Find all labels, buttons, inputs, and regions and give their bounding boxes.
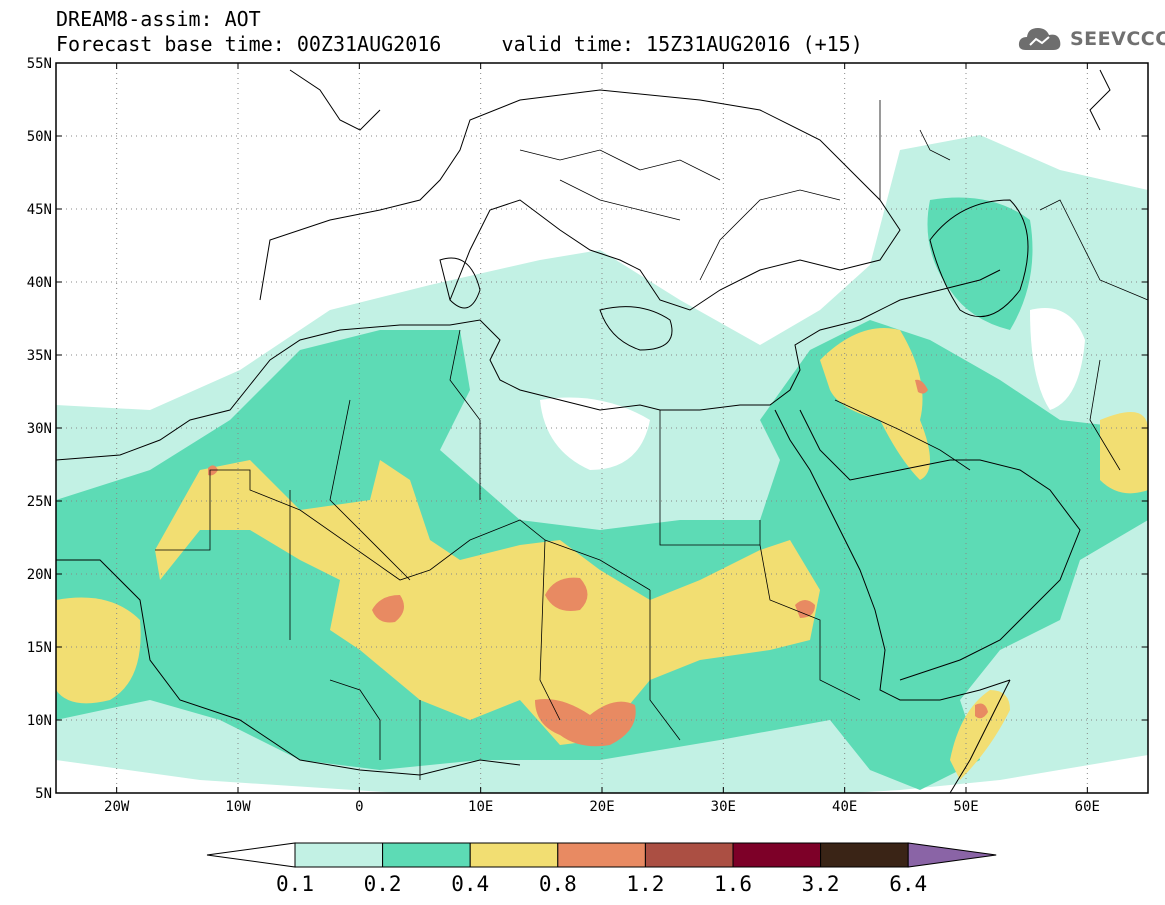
logo-text: SEEVCCC [1070,28,1165,50]
colorbar-label: 1.2 [626,872,664,896]
aot-band-0.8 [208,465,218,476]
colorbar-labels: 0.1 0.2 0.4 0.8 1.2 1.6 3.2 6.4 [276,872,927,896]
lat-label: 45N [27,202,52,218]
lat-label: 40N [27,275,52,291]
colorbar-overflow [907,842,997,868]
aot-band-0.2 [56,320,1148,790]
colorbar-label: 3.2 [802,872,840,896]
lon-label: 10W [225,799,251,815]
lat-label: 30N [27,421,52,437]
aot-band-0.8 [975,703,988,719]
colorbar-underflow [206,842,296,868]
aot-band-0.4 [820,328,930,480]
colorbar-segment [294,842,384,868]
aot-band-0.4 [950,690,1010,780]
colorbar-label: 0.1 [276,872,314,896]
colorbar-segment [732,842,822,868]
aot-band-0.8 [372,595,404,623]
colorbar [206,842,997,868]
colorbar-label: 0.2 [364,872,402,896]
time-info: Forecast base time: 00Z31AUG2016 valid t… [56,33,863,55]
colorbar-label: 1.6 [714,872,752,896]
lat-label: 10N [27,713,52,729]
map-title: DREAM8-assim: AOT [56,7,261,31]
colorbar-label: 0.8 [539,872,577,896]
lat-label: 55N [27,56,52,72]
lon-label: 20W [104,799,130,815]
valid-time: valid time: 15Z31AUG2016 (+15) [501,32,863,56]
lon-label: 30E [711,799,736,815]
colorbar-segment [820,842,909,868]
latitude-labels: 55N 50N 45N 40N 35N 30N 25N 20N 15N 10N 5N [27,56,52,802]
lon-label: 10E [468,799,493,815]
colorbar-segment [557,842,646,868]
aot-gap [540,397,650,470]
lon-label: 20E [589,799,614,815]
lat-label: 15N [27,640,52,656]
colorbar-label: 0.4 [451,872,489,896]
lat-label: 20N [27,567,52,583]
aot-band-0.8 [915,379,928,394]
lon-label: 50E [953,799,978,815]
lat-label: 50N [27,129,52,145]
lat-label: 5N [35,786,52,802]
aot-gap [1030,308,1085,410]
aot-band-0.8 [545,577,588,611]
lon-label: 0 [355,799,363,815]
lat-label: 25N [27,494,52,510]
colorbar-segment [644,842,734,868]
aot-band-0.2 [927,197,1033,330]
lat-label: 35N [27,348,52,364]
colorbar-label: 6.4 [889,872,927,896]
country-borders [155,100,1148,780]
coastlines [56,69,1111,793]
aot-field [56,135,1148,793]
cloud-icon [1018,28,1061,50]
forecast-base-time: Forecast base time: 00Z31AUG2016 [56,32,442,56]
longitude-labels: 20W 10W 0 10E 20E 30E 40E 50E 60E [104,799,1100,815]
lon-label: 60E [1075,799,1100,815]
colorbar-segment [469,842,559,868]
colorbar-segment [382,842,471,868]
aot-band-0.8 [795,600,815,618]
seevccc-logo: SEEVCCC [1016,24,1165,54]
lon-label: 40E [832,799,857,815]
aot-band-0.8 [535,699,636,747]
map-graticule [56,63,1148,793]
aot-band-0.4 [155,460,820,745]
aot-band-0.4 [56,597,141,704]
axis-ticks [56,62,1148,794]
aot-band-0.4 [1100,412,1148,494]
